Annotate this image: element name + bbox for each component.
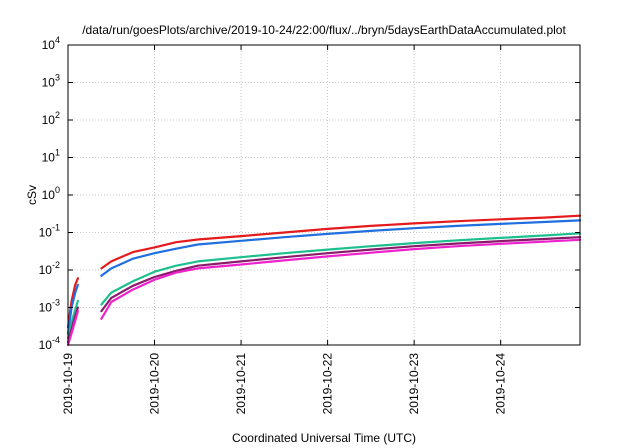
- series-line-1: [100, 214, 582, 270]
- y-tick-label: 101: [42, 148, 60, 165]
- x-tick-label: 2019-10-22: [321, 353, 335, 415]
- y-axis-ticks: 10-4 10-3 10-2 10-1 100 101 102 103 104: [39, 35, 580, 352]
- series-layer: [66, 214, 582, 347]
- x-tick-label: 2019-10-24: [494, 353, 508, 415]
- y-tick-label: 104: [42, 35, 60, 52]
- x-tick-label: 2019-10-23: [407, 353, 421, 415]
- series-line-2: [66, 283, 80, 335]
- x-tick-label: 2019-10-21: [234, 353, 248, 415]
- x-tick-label: 2019-10-20: [148, 353, 162, 415]
- y-tick-label: 103: [42, 73, 60, 90]
- series-line-3: [66, 299, 80, 340]
- y-tick-label: 102: [42, 110, 60, 127]
- series-line-4: [100, 236, 582, 313]
- series-line-5: [100, 238, 582, 320]
- y-tick-label: 10-3: [39, 298, 60, 315]
- series-line-3: [100, 232, 582, 306]
- y-tick-label: 10-2: [39, 260, 60, 277]
- grid: [68, 45, 580, 345]
- y-tick-label: 10-1: [39, 223, 60, 240]
- chart-title: /data/run/goesPlots/archive/2019-10-24/2…: [82, 23, 566, 37]
- y-axis-label: cSv: [25, 185, 39, 205]
- series-line-2: [100, 219, 582, 277]
- series-line-5: [66, 310, 80, 347]
- y-tick-label: 10-4: [39, 335, 60, 352]
- x-axis-ticks: 2019-10-19 2019-10-20 2019-10-21 2019-10-22…: [61, 45, 508, 414]
- x-axis-label: Coordinated Universal Time (UTC): [232, 431, 416, 445]
- x-tick-label: 2019-10-19: [61, 353, 75, 415]
- y-tick-label: 100: [42, 185, 60, 202]
